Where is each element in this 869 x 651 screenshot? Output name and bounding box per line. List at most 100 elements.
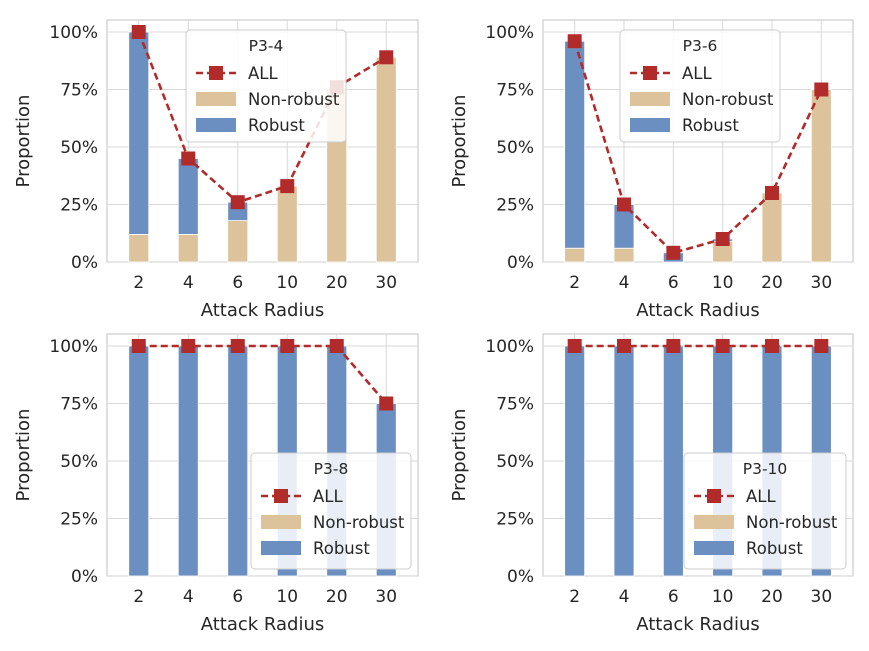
bar-robust — [564, 345, 586, 577]
x-tick-label: 30 — [811, 587, 833, 607]
x-tick-label: 2 — [569, 273, 580, 293]
legend-label-all: ALL — [682, 64, 712, 83]
legend-swatch-robust — [196, 118, 236, 132]
bar-nonrobust — [177, 233, 199, 263]
legend: P3-8 ALL Non-robust Robust — [250, 452, 412, 570]
bar-nonrobust — [564, 247, 586, 263]
y-tick-label: 0% — [71, 253, 98, 273]
point-all — [567, 34, 582, 49]
x-axis-label: Attack Radius — [636, 614, 760, 635]
y-tick-label: 100% — [485, 23, 534, 43]
x-tick-label: 10 — [712, 273, 734, 293]
series-line-all — [573, 40, 823, 255]
point-all — [765, 186, 779, 200]
point-all — [131, 25, 146, 39]
legend-swatch-nonrobust — [630, 92, 670, 106]
y-axis-label: Proportion — [13, 95, 34, 188]
legend-label-robust: Robust — [682, 116, 739, 135]
point-all — [567, 339, 582, 353]
chart-panel-2: 0% 25% 50% 75% 100% 2 4 6 10 20 30 Attack Radius Pro… — [449, 19, 854, 321]
legend-box — [185, 29, 347, 143]
legend-label-all: ALL — [248, 64, 278, 83]
point-all — [617, 339, 631, 353]
bar-robust — [128, 31, 150, 235]
y-tick-label: 75% — [60, 81, 98, 101]
x-tick-label: 4 — [183, 587, 194, 607]
legend-marker-all — [209, 66, 223, 80]
legend-box — [619, 29, 781, 143]
point-all — [379, 396, 394, 411]
legend-label-all: ALL — [313, 487, 343, 506]
bar-robust — [613, 345, 635, 577]
y-tick-label: 75% — [60, 395, 98, 415]
point-all — [181, 151, 196, 166]
x-axis-label: Attack Radius — [201, 300, 325, 321]
point-all — [181, 339, 196, 353]
x-tick-label: 6 — [232, 587, 243, 607]
legend-label-all: ALL — [746, 487, 776, 506]
point-all — [617, 197, 631, 212]
legend-label-nonrobust: Non-robust — [248, 90, 340, 109]
legend-label-robust: Robust — [248, 116, 305, 135]
legend-label-nonrobust: Non-robust — [682, 90, 774, 109]
point-all — [666, 339, 681, 353]
y-tick-label: 0% — [507, 567, 534, 587]
x-tick-label: 4 — [619, 273, 630, 293]
bar-robust — [227, 345, 249, 577]
legend-marker-all — [707, 489, 721, 503]
x-tick-label: 20 — [326, 587, 348, 607]
y-tick-label: 25% — [496, 510, 534, 530]
point-all — [131, 339, 146, 353]
y-tick-label: 50% — [60, 452, 98, 472]
bar-nonrobust — [375, 56, 397, 263]
y-tick-label: 75% — [496, 395, 534, 415]
legend-swatch-nonrobust — [261, 515, 301, 529]
x-tick-label: 20 — [761, 587, 783, 607]
y-tick-label: 0% — [507, 253, 534, 273]
x-axis-label: Attack Radius — [636, 300, 760, 321]
legend-marker-all — [643, 66, 657, 80]
chart-panel-4: 0% 25% 50% 75% 100% 2 4 6 10 20 30 Attack Radius Pro… — [449, 333, 854, 635]
point-all — [379, 50, 394, 65]
x-tick-label: 10 — [712, 587, 734, 607]
legend-marker-all — [274, 489, 288, 503]
y-tick-label: 100% — [49, 337, 98, 357]
point-all — [765, 339, 779, 353]
point-all — [715, 339, 730, 353]
legend-label-nonrobust: Non-robust — [746, 513, 838, 532]
x-tick-label: 4 — [183, 273, 194, 293]
legend-box — [683, 452, 847, 570]
bar-nonrobust — [227, 220, 249, 263]
point-all — [329, 339, 344, 353]
legend-title: P3-8 — [314, 460, 349, 478]
point-all — [666, 245, 681, 260]
chart-panel-1: 0% 25% 50% 75% 100% 2 4 6 10 20 30 Attack Radius Pro… — [13, 19, 419, 321]
y-axis-label: Proportion — [13, 409, 34, 502]
point-all — [280, 339, 295, 353]
bar-nonrobust — [810, 89, 832, 263]
legend-title: P3-6 — [683, 37, 718, 55]
legend-title: P3-4 — [249, 37, 284, 55]
legend-swatch-robust — [694, 541, 734, 555]
y-tick-label: 100% — [49, 23, 98, 43]
x-tick-label: 30 — [375, 273, 397, 293]
bar-robust — [177, 345, 199, 577]
y-tick-label: 50% — [496, 138, 534, 158]
y-tick-label: 75% — [496, 81, 534, 101]
legend-box — [250, 452, 412, 570]
chart-panel-3: 0% 25% 50% 75% 100% 2 4 6 10 20 30 Attack Radius Pro… — [13, 333, 419, 635]
x-tick-label: 10 — [276, 587, 298, 607]
y-tick-label: 25% — [60, 196, 98, 216]
point-all — [814, 82, 829, 97]
legend-label-nonrobust: Non-robust — [313, 513, 405, 532]
x-tick-label: 2 — [133, 273, 144, 293]
series-line-all — [138, 344, 388, 405]
legend: P3-4 ALL Non-robust Robust — [185, 29, 347, 143]
y-axis-label: Proportion — [449, 95, 470, 188]
legend-swatch-nonrobust — [196, 92, 236, 106]
point-all — [230, 195, 245, 210]
bar-robust — [564, 40, 586, 249]
y-tick-label: 0% — [71, 567, 98, 587]
y-tick-label: 25% — [60, 510, 98, 530]
